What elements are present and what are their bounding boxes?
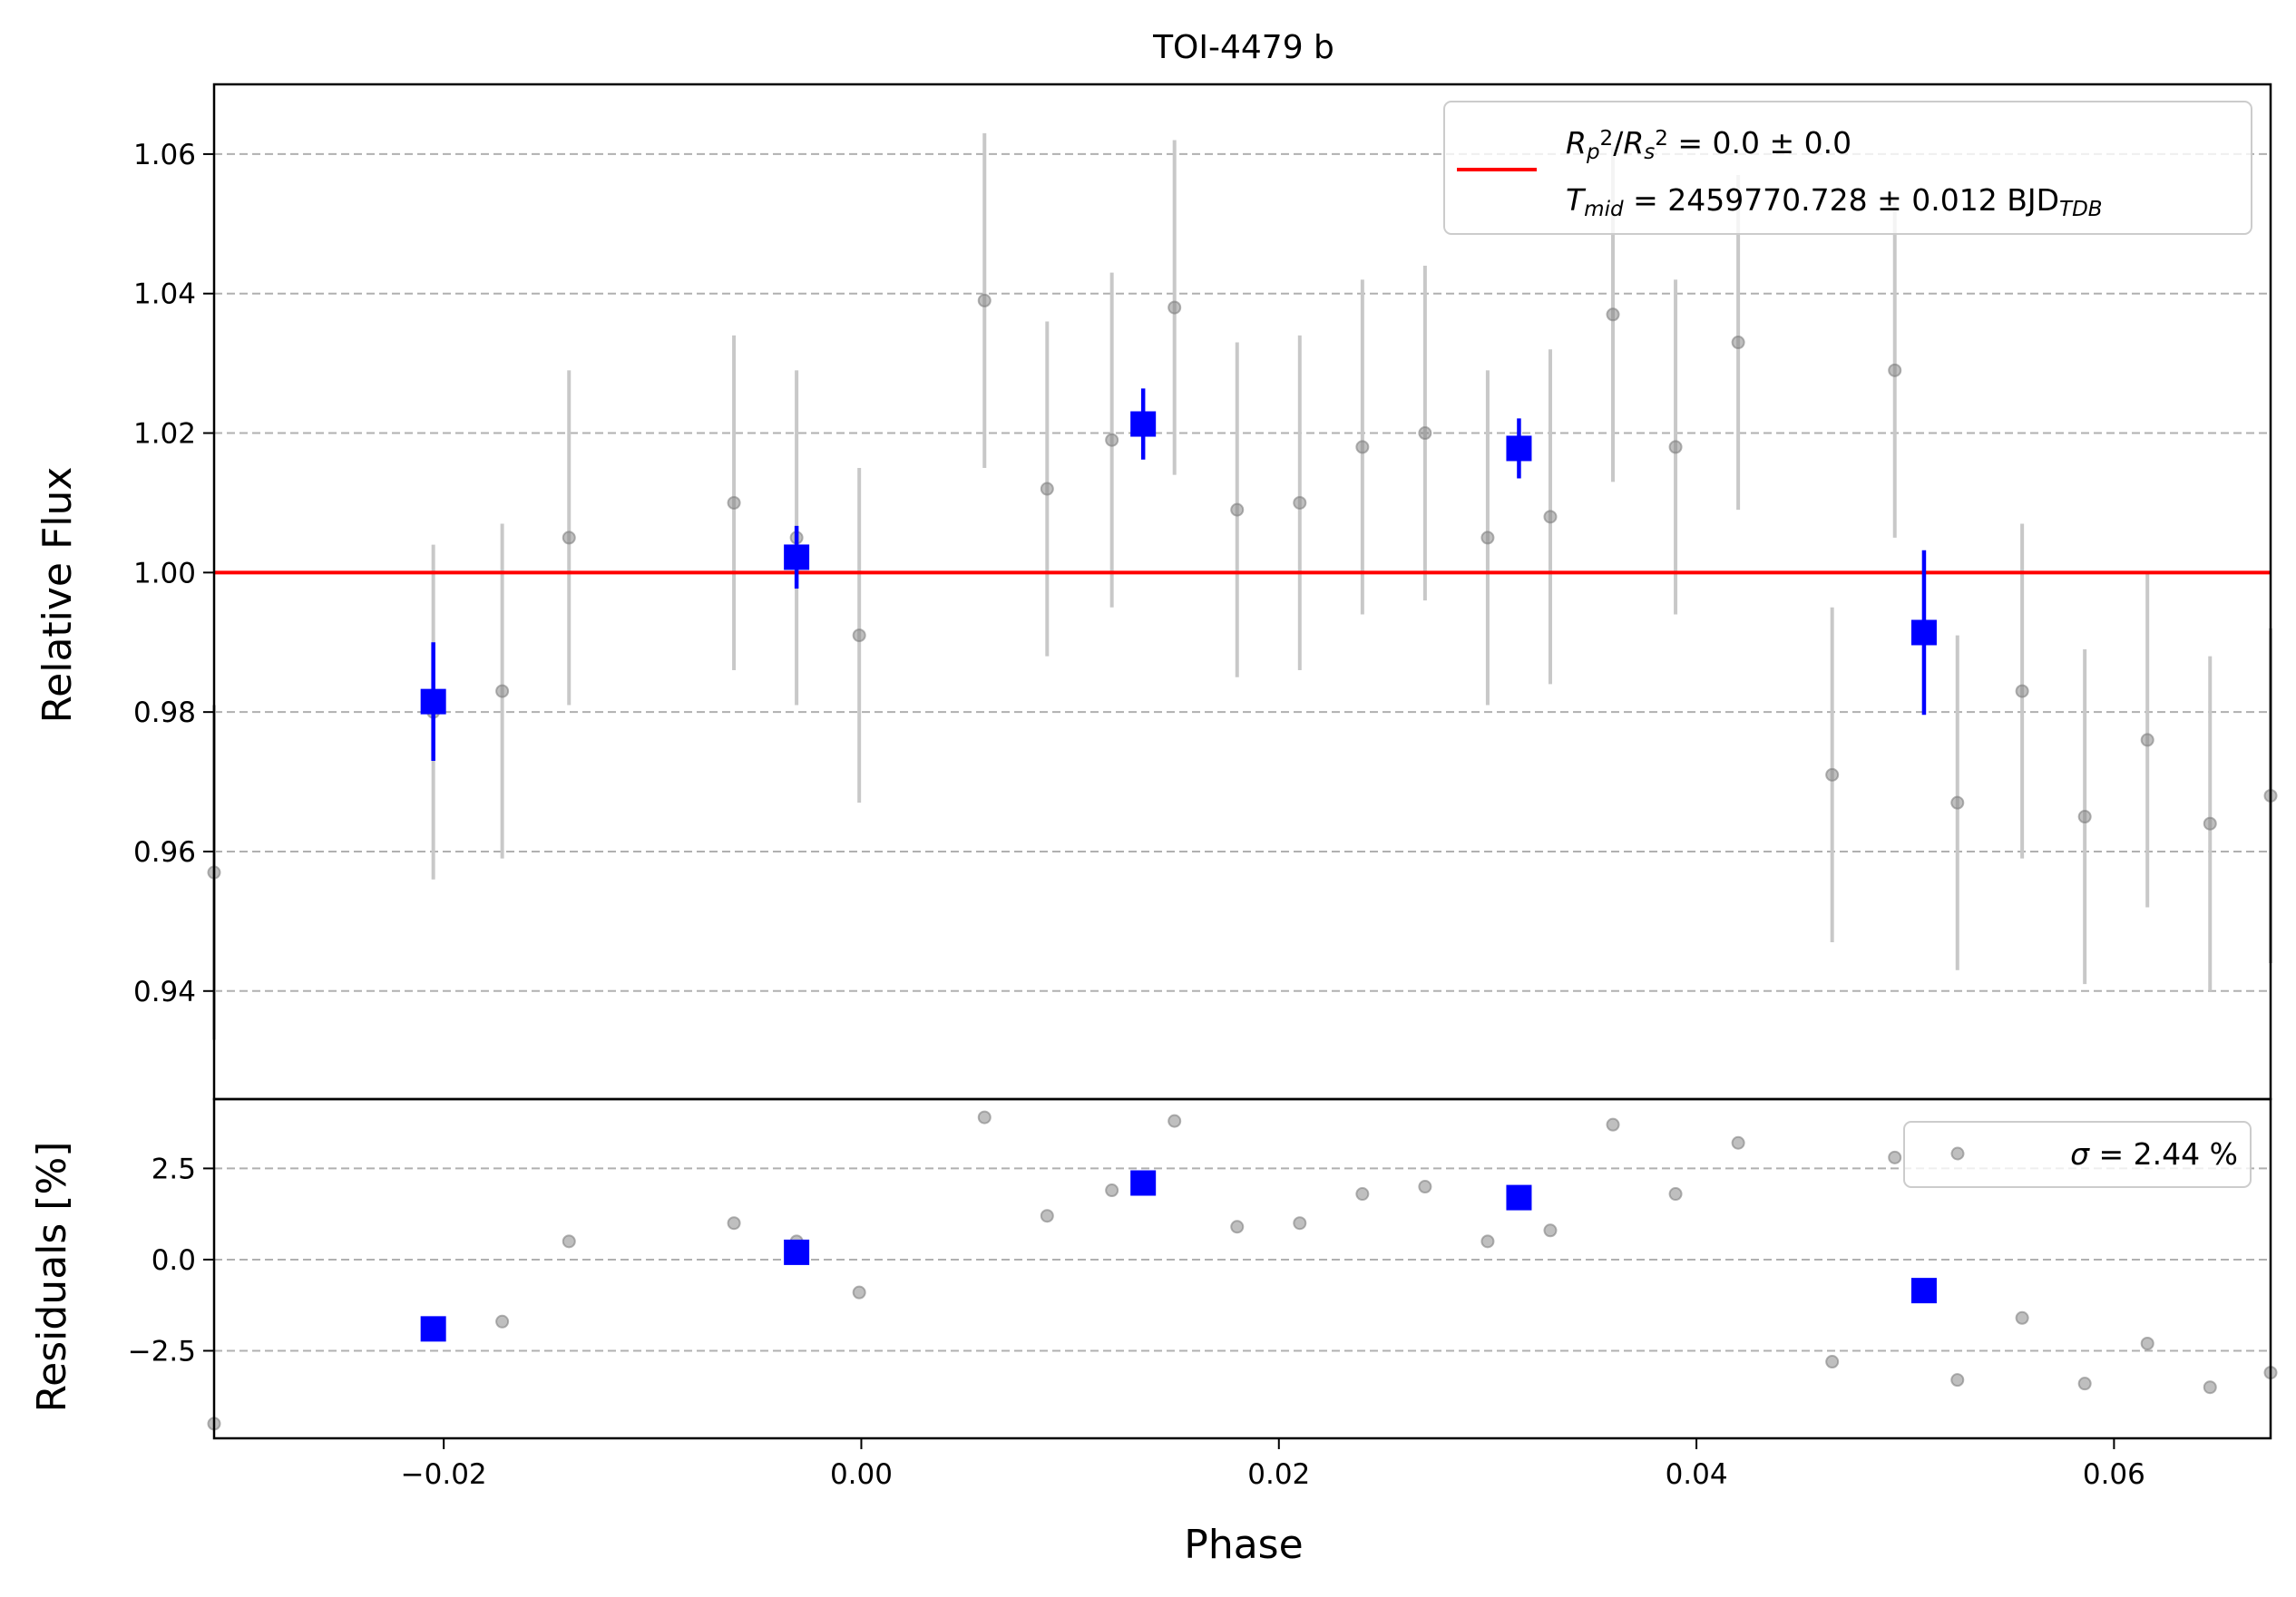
x-tick-label: −0.02 [401,1458,487,1491]
residuals-axes-frame [212,1097,2272,1440]
flux-unbinned-point [1888,363,1902,377]
residuals-panel: −2.5 0.0 2.5 −0.02 0.00 0.02 0.04 0.06 Residua… [29,1097,2278,1568]
flux-unbinned-point [1825,767,1840,782]
flux-y-tick-label: 1.00 [133,557,196,589]
flux-unbinned-point [1293,495,1307,510]
flux-unbinned-point [727,495,741,510]
flux-unbinned-point [1355,440,1370,454]
flux-legend-label-tmid: Tmid = 2459770.728 ± 0.012 BJDTDB [1566,182,2103,221]
flux-binned-point [1130,411,1157,437]
residuals-unbinned-point [1418,1180,1432,1194]
flux-legend-box [1443,101,2252,235]
flux-unbinned-point [1950,795,1965,810]
residuals-unbinned-point [852,1285,866,1300]
x-tick-label: 0.00 [830,1458,893,1491]
residuals-binned-points [420,1170,1937,1342]
flux-binned-point [1910,619,1937,646]
residuals-legend-label: σ = 2.44 % [2070,1136,2238,1172]
residuals-unbinned-point [727,1216,741,1231]
x-tick-label: 0.04 [1666,1458,1728,1491]
flux-unbinned-point [1168,300,1182,315]
residuals-unbinned-point [1480,1234,1495,1249]
residuals-unbinned-point [1888,1150,1902,1164]
residuals-legend: σ = 2.44 % [1903,1121,2252,1188]
flux-y-tick-label: 0.94 [133,976,196,1008]
residuals-y-ticks: −2.5 0.0 2.5 [128,1153,214,1368]
flux-unbinned-point [1543,510,1558,524]
residuals-y-axis-label: Residuals [%] [29,1142,75,1413]
flux-panel: 0.94 0.96 0.98 1.00 1.02 1.04 1.06 Relative Fl… [34,83,2278,1101]
residuals-legend-marker [1950,1146,1965,1161]
flux-unbinned-point [1668,440,1683,454]
residuals-unbinned-point [1105,1183,1119,1198]
residuals-unbinned-point [2203,1380,2217,1395]
residuals-unbinned-point [1543,1223,1558,1238]
flux-unbinned-point [977,293,992,307]
residuals-unbinned-point [2077,1377,2092,1391]
flux-y-tick-label: 0.96 [133,836,196,869]
flux-y-axis-label: Relative Flux [34,467,81,724]
residuals-binned-point [1130,1170,1157,1196]
residuals-unbinned-point [2140,1336,2154,1350]
flux-y-tick-label: 1.04 [133,278,196,311]
residuals-binned-point [420,1316,446,1342]
flux-unbinned-point [2015,684,2029,698]
x-tick-label: 0.02 [1247,1458,1310,1491]
residuals-y-tick-label: 2.5 [151,1153,196,1185]
residuals-unbinned-point [1950,1373,1965,1388]
residuals-unbinned-point [1606,1117,1620,1132]
flux-unbinned-point [1230,502,1245,517]
flux-unbinned-point [1606,307,1620,322]
chart-title: TOI-4479 b [1152,29,1334,66]
residuals-unbinned-point [1355,1187,1370,1202]
residuals-y-tick-label: −2.5 [128,1335,196,1368]
residuals-x-ticks: −0.02 0.00 0.02 0.04 0.06 [401,1438,2145,1491]
residuals-unbinned-point [977,1110,992,1125]
flux-unbinned-point [852,628,866,643]
flux-y-tick-label: 0.98 [133,696,196,729]
residuals-unbinned-point [1168,1114,1182,1128]
residuals-unbinned-point [2015,1310,2029,1325]
residuals-unbinned-point [1293,1216,1307,1231]
flux-binned-point [420,688,446,715]
flux-unbinned-point [1105,433,1119,447]
residuals-binned-point [1910,1278,1937,1304]
flux-y-ticks: 0.94 0.96 0.98 1.00 1.02 1.04 1.06 [133,139,214,1008]
residuals-unbinned-point [1040,1209,1054,1223]
residuals-unbinned-point [1731,1135,1745,1150]
flux-unbinned-point [1040,482,1054,496]
flux-unbinned-point [1480,531,1495,545]
flux-unbinned-point [2203,816,2217,831]
x-axis-label: Phase [1184,1522,1303,1568]
flux-unbinned-point [2077,810,2092,824]
flux-binned-point [784,544,810,570]
residuals-binned-point [1506,1184,1532,1211]
flux-legend: Rp2/Rs2 = 0.0 ± 0.0 Tmid = 2459770.728 ±… [1443,101,2252,235]
flux-legend-label-radius-ratio: Rp2/Rs2 = 0.0 ± 0.0 [1566,125,1851,164]
residuals-unbinned-point [1825,1355,1840,1369]
flux-unbinned-point [562,531,576,545]
flux-y-tick-label: 1.02 [133,418,196,451]
residuals-unbinned-point [562,1234,576,1249]
residuals-unbinned-point [1230,1220,1245,1234]
residuals-unbinned-point [1668,1187,1683,1202]
flux-unbinned-point [1418,426,1432,441]
residuals-unbinned-point [495,1314,510,1329]
x-tick-label: 0.06 [2083,1458,2145,1491]
residuals-y-tick-label: 0.0 [151,1244,196,1277]
flux-unbinned-point [1731,336,1745,350]
flux-unbinned-point [2140,733,2154,747]
residuals-legend-box [1903,1121,2252,1188]
flux-binned-points [420,388,1937,761]
flux-unbinned-point [495,684,510,698]
residuals-binned-point [784,1239,810,1265]
flux-binned-point [1506,435,1532,462]
flux-y-tick-label: 1.06 [133,139,196,171]
